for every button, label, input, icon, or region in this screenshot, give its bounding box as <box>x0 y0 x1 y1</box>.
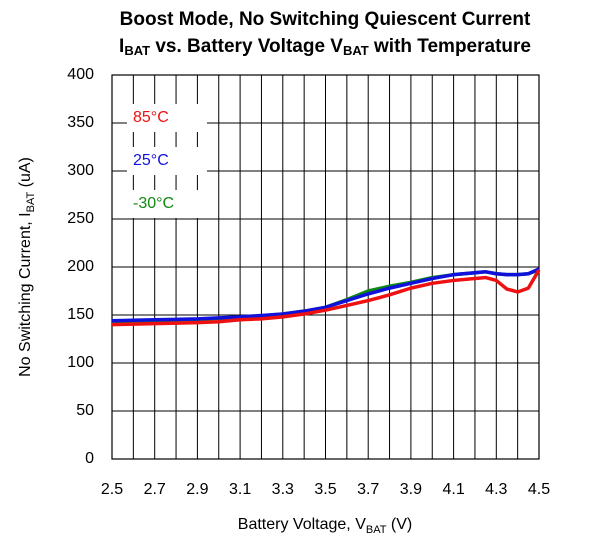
text-part: vs. Battery Voltage V <box>150 36 343 57</box>
subscript: BAT <box>366 524 387 536</box>
y-tick-label: 100 <box>67 354 94 371</box>
y-tick-label: 0 <box>85 450 94 467</box>
legend-entry: -30°C <box>133 195 174 212</box>
text-part: (V) <box>386 516 412 533</box>
text-part: No Switching Current, I <box>17 212 34 377</box>
x-tick-label: 4.1 <box>442 481 464 498</box>
y-axis-label: No Switching Current, IBAT (uA) <box>17 157 37 377</box>
y-tick-label: 350 <box>67 114 94 131</box>
x-tick-label: 3.3 <box>272 481 294 498</box>
x-axis-label: Battery Voltage, VBAT (V) <box>238 516 412 536</box>
legend-entry: 25°C <box>133 152 169 169</box>
subscript: BAT <box>25 192 37 213</box>
x-tick-label: 2.9 <box>186 481 208 498</box>
subscript: BAT <box>124 43 150 58</box>
y-tick-label: 400 <box>67 66 94 83</box>
chart-subtitle: IBAT vs. Battery Voltage VBAT with Tempe… <box>119 36 531 58</box>
y-tick-label: 250 <box>67 210 94 227</box>
y-tick-label: 300 <box>67 162 94 179</box>
x-tick-label: 2.5 <box>101 481 123 498</box>
y-tick-label: 50 <box>76 402 94 419</box>
x-tick-label: 3.1 <box>229 481 251 498</box>
legend-background <box>127 147 207 175</box>
x-tick-label: 2.7 <box>144 481 166 498</box>
data-line <box>111 268 541 327</box>
data-line <box>111 267 540 323</box>
text-part: with Temperature <box>369 36 531 57</box>
plot-frame <box>111 74 540 460</box>
text-part: Battery Voltage, V <box>238 516 366 533</box>
legend-entry: 85°C <box>133 109 169 126</box>
text-part: (uA) <box>17 157 34 192</box>
chart-title: Boost Mode, No Switching Quiescent Curre… <box>120 9 531 30</box>
legend-background <box>127 104 207 132</box>
text-part: I <box>119 36 124 57</box>
x-tick-label: 3.7 <box>357 481 379 498</box>
x-tick-label: 3.5 <box>314 481 336 498</box>
y-tick-label: 200 <box>67 258 94 275</box>
y-tick-label: 150 <box>67 306 94 323</box>
legend-background <box>127 190 207 218</box>
x-tick-label: 4.5 <box>528 481 550 498</box>
x-tick-label: 3.9 <box>400 481 422 498</box>
subscript: BAT <box>343 43 369 58</box>
x-tick-label: 4.3 <box>485 481 507 498</box>
